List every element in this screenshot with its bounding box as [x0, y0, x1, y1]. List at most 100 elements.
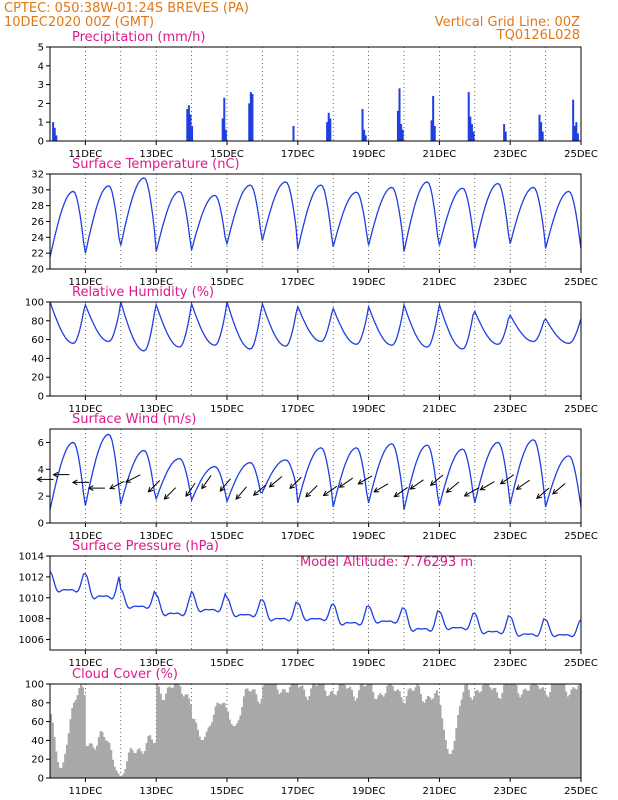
wind-arrow-head: [125, 477, 132, 483]
cloud-bar: [290, 684, 293, 778]
cloud-bar: [545, 695, 548, 778]
cloud-bar: [416, 684, 419, 778]
humidity-xtick-label: 17DEC: [281, 404, 315, 415]
cloud-bar: [414, 687, 417, 778]
temperature-xtick-label: 17DEC: [281, 277, 315, 288]
cloud-bar: [113, 766, 116, 778]
cloud-bar: [104, 740, 107, 778]
cloud-bar: [53, 737, 56, 778]
cloud-bar: [439, 704, 442, 778]
humidity-xtick-label: 23DEC: [493, 404, 527, 415]
cloud-ytick-label: 40: [31, 736, 44, 747]
precipitation-bar: [186, 109, 189, 141]
cloud-bar: [542, 687, 545, 778]
cloud-bar: [142, 753, 145, 778]
cloud-bar: [50, 714, 53, 778]
cloud-bar: [522, 689, 525, 778]
pressure-xtick-label: 25DEC: [564, 658, 598, 669]
cloud-bar: [207, 727, 210, 778]
cloud-bar: [356, 697, 359, 778]
cloud-bar: [216, 702, 219, 778]
cloud-bar: [83, 695, 86, 778]
precipitation-bar: [329, 118, 332, 141]
cloud-bar: [488, 687, 492, 778]
precipitation-ytick-label: 0: [38, 137, 44, 148]
precipitation-bar: [575, 122, 578, 141]
precipitation-bar: [432, 95, 435, 141]
cloud-bar: [450, 753, 453, 778]
cloud-bar: [126, 761, 129, 778]
cloud-bar: [271, 684, 274, 778]
cloud-frame: [49, 683, 582, 779]
wind-arrow-head: [373, 487, 380, 493]
precipitation-bar: [540, 122, 543, 141]
cloud-bar: [310, 688, 313, 778]
cloud-bar: [386, 685, 389, 778]
cloud-bar: [519, 697, 522, 778]
precipitation-bar: [400, 124, 403, 141]
cloud-bar: [235, 723, 238, 778]
temperature-xtick-label: 25DEC: [564, 277, 598, 288]
humidity-xtick-label: 15DEC: [210, 404, 244, 415]
cloud-bar: [108, 742, 111, 778]
cloud-bar: [354, 700, 357, 778]
cloud-bar: [299, 686, 302, 778]
precipitation-xtick-label: 11DEC: [69, 149, 103, 160]
wind-arrow-head: [52, 471, 59, 478]
cloud-bar: [538, 689, 541, 778]
cloud-bar: [145, 742, 148, 778]
cloud-bar: [209, 725, 212, 778]
cloud-xtick-label: 11DEC: [69, 786, 103, 797]
precipitation-bar: [401, 129, 404, 141]
pressure-xtick-label: 13DEC: [139, 658, 173, 669]
cloud-bar: [134, 752, 138, 778]
precipitation-xtick-label: 19DEC: [352, 149, 386, 160]
humidity-xtick-label: 11DEC: [69, 404, 103, 415]
cloud-bar: [503, 684, 506, 778]
wind-arrow-head: [393, 491, 400, 498]
cloud-bar: [322, 684, 325, 778]
precipitation-bar: [248, 103, 251, 141]
wind-arrow-shaft: [125, 474, 141, 483]
cloud-bar: [511, 684, 515, 778]
pressure-ytick-label: 1006: [19, 635, 44, 646]
wind-arrow-head: [338, 482, 345, 488]
cloud-ytick-label: 0: [38, 774, 44, 785]
cloud-bar: [196, 729, 199, 778]
cloud-bar: [163, 699, 166, 778]
cloud-bar: [446, 748, 449, 778]
cloud-bar: [412, 690, 415, 778]
cloud-bar: [195, 722, 198, 778]
cloud-bar: [455, 727, 458, 778]
cloud-bar: [393, 690, 396, 778]
cloud-bar: [572, 687, 575, 778]
cloud-bar: [384, 693, 387, 778]
precipitation-bar: [53, 127, 56, 141]
temperature-frame: [49, 173, 582, 270]
cloud-bar: [550, 684, 553, 778]
wind-arrow-shaft: [358, 475, 373, 485]
cloud-bar: [64, 753, 67, 778]
cloud-bar: [67, 733, 70, 778]
cloud-bar: [329, 691, 332, 778]
cloud-bar: [214, 706, 217, 778]
precipitation-bar: [221, 118, 224, 141]
cloud-bar: [494, 687, 497, 778]
precipitation-bar: [430, 120, 433, 141]
header: CPTEC: 050:38W-01:24S BREVES (PA) 10DEC2…: [4, 1, 580, 43]
cloud-bar: [65, 744, 68, 778]
cloud-bar: [480, 691, 483, 778]
cloud-bar: [549, 692, 552, 778]
wind-arrow-head: [252, 490, 259, 496]
cloud-bar: [57, 762, 60, 778]
cloud-bar: [71, 707, 74, 778]
cloud-bar: [402, 702, 405, 778]
wind-arrow-head: [219, 486, 226, 492]
cloud-bar: [55, 751, 58, 778]
precipitation-xtick-label: 13DEC: [139, 149, 173, 160]
cloud-bar: [473, 696, 476, 778]
cloud-bar: [177, 684, 180, 778]
wind-arrow-shaft: [516, 479, 530, 490]
wind-frame: [49, 428, 582, 524]
precipitation-bar: [249, 92, 252, 141]
